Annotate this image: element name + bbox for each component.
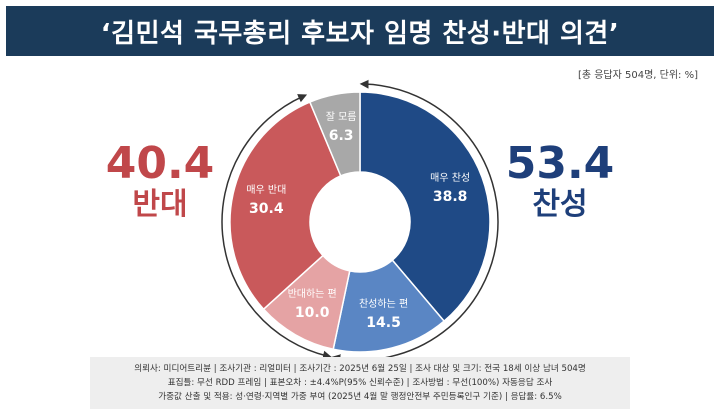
survey-footer: 의뢰사: 미디어트리뷴 | 조사기관 : 리얼미터 | 조사기간 : 2025년…: [90, 357, 630, 409]
slice-value-strongly-support: 38.8: [433, 189, 468, 205]
footer-line-3: 가중값 산출 및 적용: 성·연령·지역별 가중 부여 (2025년 4월 말 …: [158, 392, 562, 402]
support-total: 53.4 찬성: [500, 142, 620, 222]
title-bar: ‘김민석 국무총리 후보자 임명 찬성·반대 의견’: [6, 6, 714, 56]
page-title: ‘김민석 국무총리 후보자 임명 찬성·반대 의견’: [100, 18, 620, 49]
support-total-value: 53.4: [505, 138, 615, 189]
slice-value-somewhat-support: 14.5: [366, 315, 401, 331]
slice-label-dont-know: 잘 모름: [326, 111, 357, 123]
footer-line-2: 표집틀: 무선 RDD 프레임 | 표본오차 : ±4.4%P(95% 신뢰수준…: [167, 378, 553, 388]
oppose-total-value: 40.4: [105, 138, 215, 189]
slice-label-strongly-support: 매우 찬성: [430, 172, 470, 184]
slice-label-strongly-oppose: 매우 반대: [246, 184, 286, 196]
slice-label-somewhat-oppose: 반대하는 편: [288, 287, 337, 300]
slice-value-dont-know: 6.3: [329, 128, 354, 144]
support-total-label: 찬성: [532, 187, 588, 222]
sample-note: [총 응답자 504명, 단위: %]: [577, 70, 698, 81]
footer-line-1: 의뢰사: 미디어트리뷴 | 조사기관 : 리얼미터 | 조사기간 : 2025년…: [134, 364, 586, 374]
support-bracket-arc: [331, 79, 499, 364]
oppose-total-label: 반대: [132, 187, 188, 222]
oppose-total: 40.4 반대: [100, 142, 220, 222]
slice-value-strongly-oppose: 30.4: [249, 201, 284, 217]
slice-value-somewhat-oppose: 10.0: [295, 305, 330, 321]
slice-label-somewhat-support: 찬성하는 편: [359, 297, 408, 310]
oppose-bracket-arc: [221, 94, 332, 360]
slice-strongly-support: [359, 91, 491, 323]
